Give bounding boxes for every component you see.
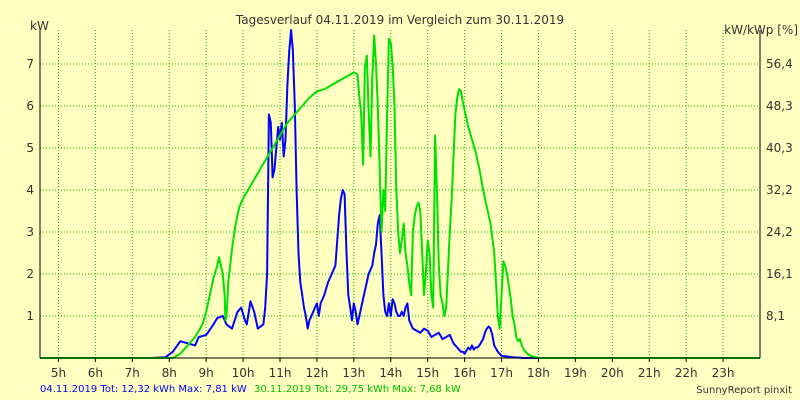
y-tick-label: 1 — [26, 309, 34, 323]
x-tick-label: 19h — [564, 366, 587, 380]
x-tick-label: 9h — [199, 366, 214, 380]
series-line-1 — [40, 29, 760, 359]
x-tick-label: 22h — [675, 366, 698, 380]
x-tick-label: 5h — [51, 366, 66, 380]
y-tick-label: 5 — [26, 141, 34, 155]
y2-tick-label: 8,1 — [766, 309, 785, 323]
axes — [39, 30, 761, 362]
legend-footer: 04.11.2019 Tot: 12,32 kWh Max: 7,81 kW 3… — [40, 384, 461, 395]
footer-series1-text: 04.11.2019 Tot: 12,32 kWh Max: 7,81 kW — [40, 384, 247, 395]
x-tick-label: 13h — [342, 366, 365, 380]
y-tick-label: 6 — [26, 99, 34, 113]
series-line-2 — [40, 34, 760, 359]
x-tick-label: 14h — [379, 366, 402, 380]
y2-tick-label: 56,4 — [766, 57, 793, 71]
y-tick-label: 2 — [26, 267, 34, 281]
footer-credit: SunnyReport pinxit — [696, 385, 792, 396]
x-tick-label: 11h — [269, 366, 292, 380]
footer-series2-text: 30.11.2019 Tot: 29,75 kWh Max: 7,68 kW — [254, 384, 461, 395]
y-axis-label: kW — [30, 19, 49, 33]
y-tick-label: 7 — [26, 57, 34, 71]
x-tick-label: 7h — [125, 366, 140, 380]
series-group — [40, 29, 760, 359]
x-tick-label: 10h — [232, 366, 255, 380]
x-tick-label: 6h — [88, 366, 103, 380]
x-tick-label: 12h — [305, 366, 328, 380]
y2-tick-label: 40,3 — [766, 141, 793, 155]
y2-tick-label: 32,2 — [766, 183, 793, 197]
y2-axis-label: kW/kWp [%] — [724, 23, 798, 37]
x-tick-label: 16h — [453, 366, 476, 380]
y2-tick-label: 16,1 — [766, 267, 793, 281]
x-tick-label: 23h — [712, 366, 735, 380]
x-tick-label: 21h — [638, 366, 661, 380]
y2-tick-label: 48,3 — [766, 99, 793, 113]
y-tick-label: 4 — [26, 183, 34, 197]
y2-tick-label: 24,2 — [766, 225, 793, 239]
x-tick-label: 20h — [601, 366, 624, 380]
x-tick-label: 18h — [527, 366, 550, 380]
x-tick-label: 15h — [416, 366, 439, 380]
y-tick-label: 3 — [26, 225, 34, 239]
chart-title: Tagesverlauf 04.11.2019 im Vergleich zum… — [235, 13, 564, 27]
tick-labels: 5h 6h 7h 8h 9h 10h 11h 12h 13h 14h 15h 16h 17h 18h 19h… — [26, 57, 792, 380]
x-tick-label: 17h — [490, 366, 513, 380]
x-tick-label: 8h — [162, 366, 177, 380]
